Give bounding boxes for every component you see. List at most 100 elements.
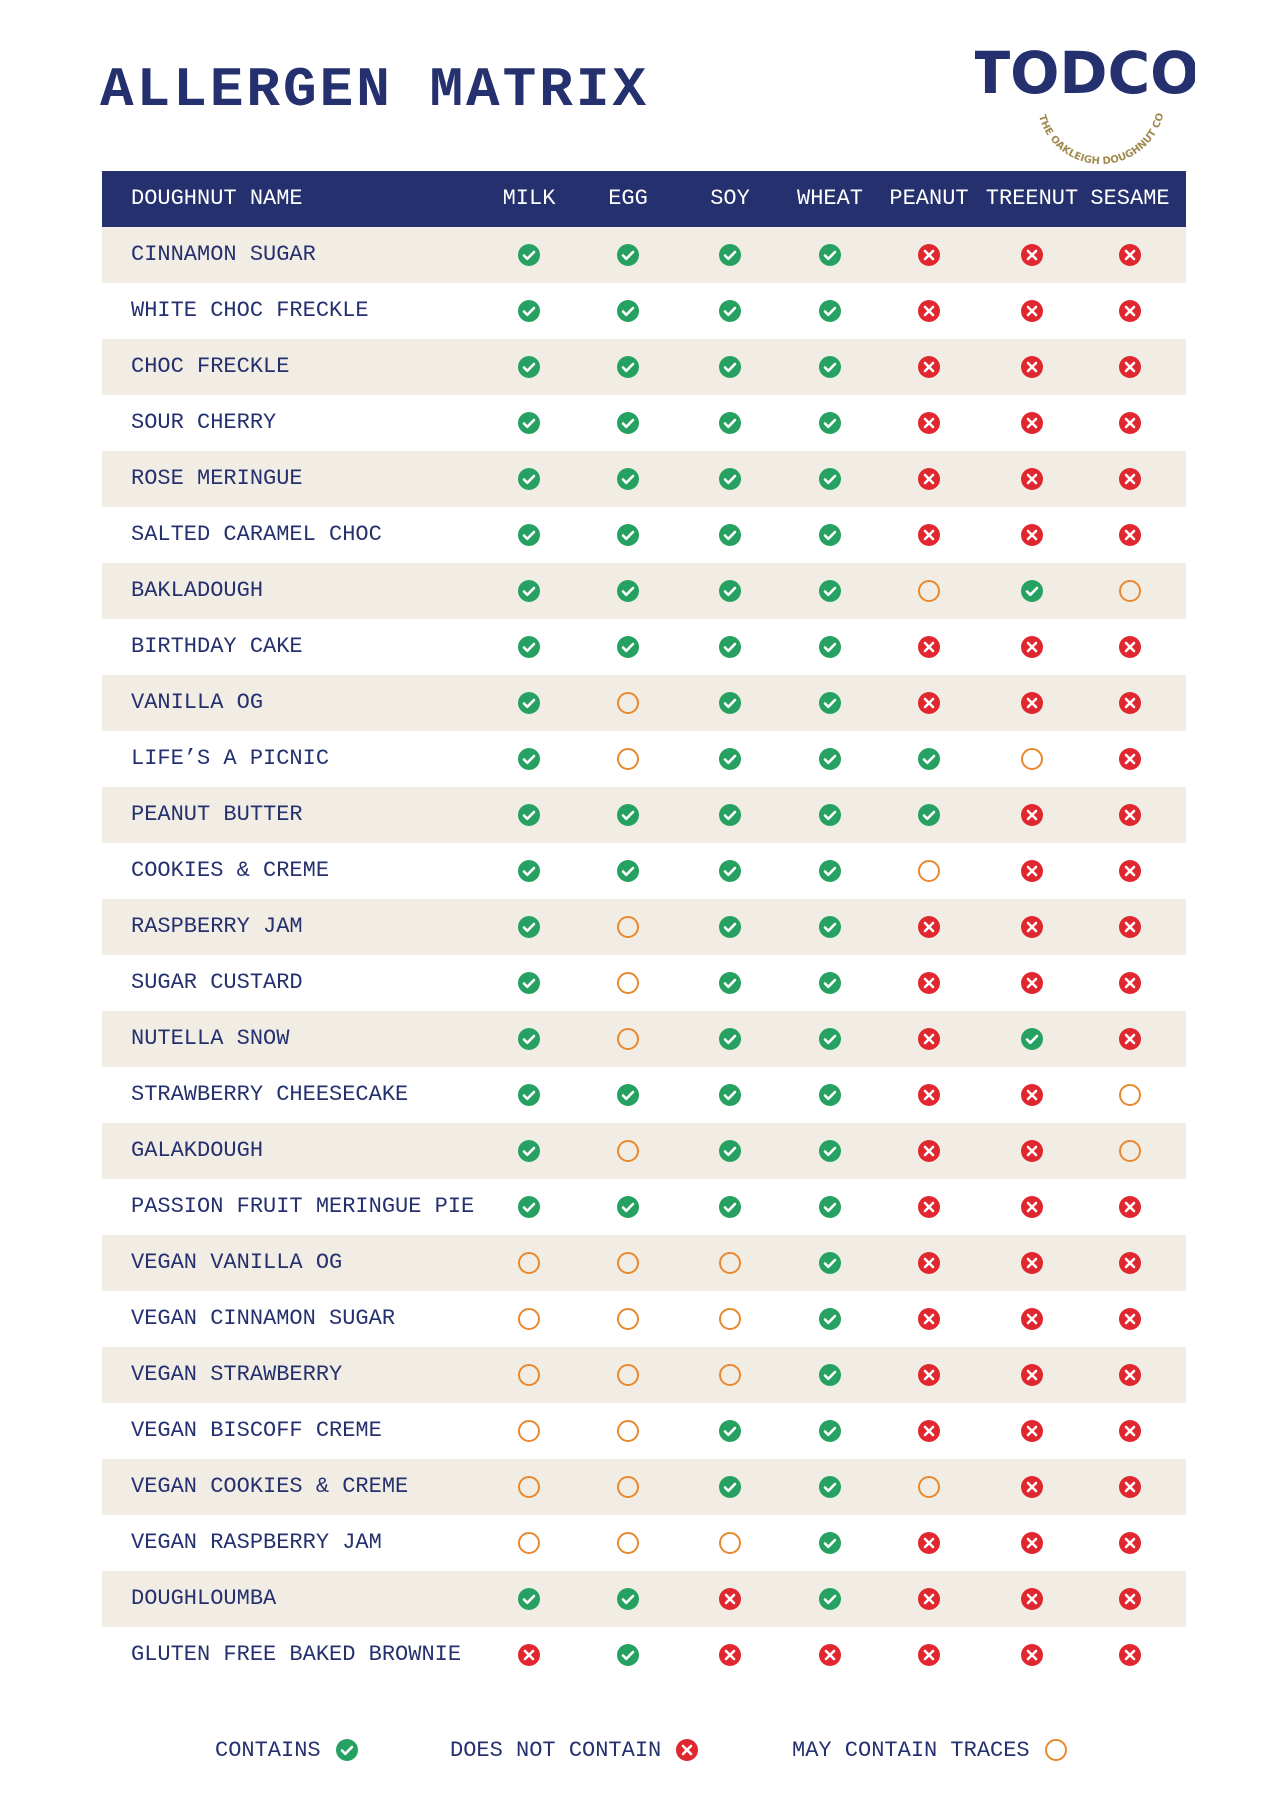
contains-icon [518, 1084, 540, 1106]
table-header: DOUGHNUT NAME MILK EGG SOY WHEAT PEANUT TREENU… [102, 171, 1186, 227]
doughnut-name: SUGAR CUSTARD [131, 970, 303, 995]
contains-icon [617, 524, 639, 546]
contains-icon [719, 1028, 741, 1050]
doughnut-name: PASSION FRUIT MERINGUE PIE [131, 1194, 475, 1219]
table-row: VEGAN CINNAMON SUGAR [102, 1291, 1186, 1347]
not-contains-icon [1021, 860, 1043, 882]
table-row: VEGAN RASPBERRY JAM [102, 1515, 1186, 1571]
contains-icon [819, 916, 841, 938]
contains-icon [617, 804, 639, 826]
not-contains-icon [1021, 692, 1043, 714]
not-contains-icon [1021, 356, 1043, 378]
contains-icon [617, 1084, 639, 1106]
table-row: CHOC FRECKLE [102, 339, 1186, 395]
legend: CONTAINS DOES NOT CONTAIN MAY CONTAIN TRAC… [0, 1722, 1280, 1763]
contains-icon [719, 524, 741, 546]
not-contains-icon [1021, 468, 1043, 490]
traces-icon [918, 860, 940, 882]
logo: TODCO THE OAKLEIGH DOUGHNUT CO [975, 45, 1195, 165]
contains-icon [819, 580, 841, 602]
doughnut-name: CHOC FRECKLE [131, 354, 290, 379]
doughnut-name: VEGAN BISCOFF CREME [131, 1418, 382, 1443]
not-contains-icon [1119, 1028, 1141, 1050]
contains-icon [719, 300, 741, 322]
doughnut-name: WHITE CHOC FRECKLE [131, 298, 369, 323]
contains-icon [518, 972, 540, 994]
contains-icon [819, 1252, 841, 1274]
column-header: TREENUT [985, 186, 1079, 211]
not-contains-icon [918, 468, 940, 490]
legend-item: DOES NOT CONTAIN [450, 1722, 701, 1778]
not-contains-icon [918, 1532, 940, 1554]
contains-icon [819, 1308, 841, 1330]
not-contains-icon [918, 916, 940, 938]
contains-icon [819, 468, 841, 490]
contains-icon [518, 636, 540, 658]
not-contains-icon [1021, 1252, 1043, 1274]
contains-icon [819, 860, 841, 882]
legend-item: CONTAINS [215, 1722, 361, 1778]
traces-icon [719, 1364, 741, 1386]
not-contains-icon [918, 1140, 940, 1162]
not-contains-icon [1021, 1476, 1043, 1498]
contains-icon [617, 468, 639, 490]
contains-icon [819, 692, 841, 714]
not-contains-icon [918, 1644, 940, 1666]
traces-icon [1119, 1140, 1141, 1162]
traces-icon [617, 692, 639, 714]
contains-icon [518, 300, 540, 322]
not-contains-icon [1021, 1140, 1043, 1162]
not-contains-icon [918, 1308, 940, 1330]
not-contains-icon [918, 1196, 940, 1218]
contains-icon [719, 412, 741, 434]
contains-icon [819, 1084, 841, 1106]
contains-icon [819, 300, 841, 322]
not-contains-icon [1021, 1420, 1043, 1442]
legend-label: CONTAINS [215, 1737, 321, 1763]
not-contains-icon [918, 524, 940, 546]
not-contains-icon [1021, 1364, 1043, 1386]
contains-icon [518, 412, 540, 434]
contains-icon [918, 804, 940, 826]
doughnut-name: RASPBERRY JAM [131, 914, 303, 939]
contains-icon [719, 636, 741, 658]
contains-icon [617, 580, 639, 602]
table-row: VEGAN STRAWBERRY [102, 1347, 1186, 1403]
contains-icon [719, 1476, 741, 1498]
traces-icon [518, 1364, 540, 1386]
traces-icon [617, 1420, 639, 1442]
doughnut-name: DOUGHLOUMBA [131, 1586, 277, 1611]
contains-icon [719, 804, 741, 826]
not-contains-icon [1021, 1588, 1043, 1610]
not-contains-icon [918, 1028, 940, 1050]
contains-icon [719, 1196, 741, 1218]
contains-icon [819, 1196, 841, 1218]
not-contains-icon [1021, 636, 1043, 658]
contains-icon [719, 1420, 741, 1442]
contains-icon [617, 412, 639, 434]
contains-icon [518, 524, 540, 546]
contains-icon [819, 524, 841, 546]
doughnut-name: STRAWBERRY CHEESECAKE [131, 1082, 409, 1107]
doughnut-name: VEGAN CINNAMON SUGAR [131, 1306, 396, 1331]
not-contains-icon [1021, 1532, 1043, 1554]
not-contains-icon [676, 1739, 699, 1761]
page-title: ALLERGEN MATRIX [100, 58, 650, 122]
contains-icon [819, 1588, 841, 1610]
not-contains-icon [918, 1084, 940, 1106]
table-row: BAKLADOUGH [102, 563, 1186, 619]
contains-icon [617, 860, 639, 882]
column-header: WHEAT [796, 186, 864, 211]
doughnut-name: GALAKDOUGH [131, 1138, 264, 1163]
table-row: GALAKDOUGH [102, 1123, 1186, 1179]
contains-icon [719, 468, 741, 490]
contains-icon [518, 916, 540, 938]
logo-tagline-path: THE OAKLEIGH DOUGHNUT CO [1036, 112, 1166, 165]
not-contains-icon [1021, 244, 1043, 266]
contains-icon [617, 1644, 639, 1666]
not-contains-icon [1119, 748, 1141, 770]
not-contains-icon [918, 1252, 940, 1274]
not-contains-icon [1119, 1644, 1141, 1666]
traces-icon [719, 1308, 741, 1330]
traces-icon [617, 1532, 639, 1554]
